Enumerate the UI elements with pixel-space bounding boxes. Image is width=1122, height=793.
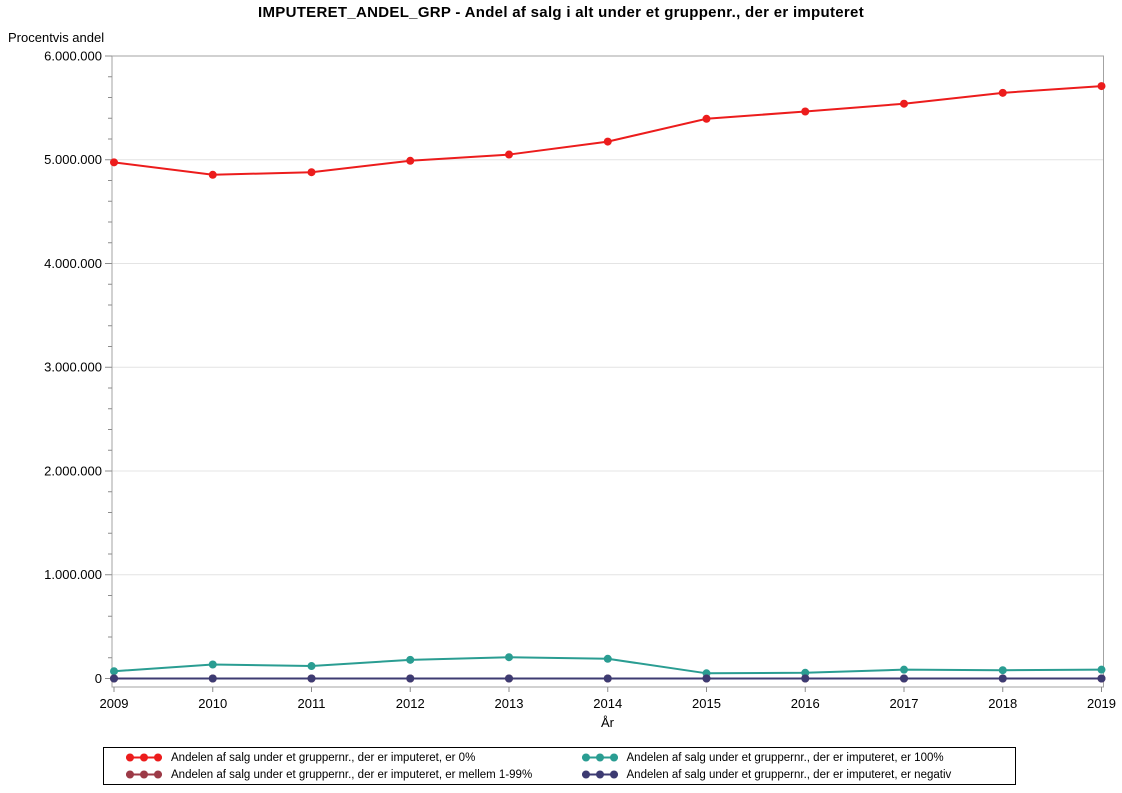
x-axis-title: År — [601, 715, 614, 730]
svg-text:2010: 2010 — [198, 696, 227, 711]
svg-text:2019: 2019 — [1087, 696, 1116, 711]
y-axis-title: Procentvis andel — [8, 30, 105, 45]
svg-text:2017: 2017 — [890, 696, 919, 711]
legend: Andelen af salg under et gruppernr., der… — [103, 747, 1016, 785]
legend-item-negativ: Andelen af salg under et gruppernr., der… — [560, 767, 1016, 783]
legend-marker-icon — [581, 770, 618, 779]
svg-text:0: 0 — [95, 671, 102, 686]
svg-text:2009: 2009 — [100, 696, 129, 711]
svg-text:6.000.000: 6.000.000 — [44, 49, 102, 64]
legend-label: Andelen af salg under et gruppernr., der… — [626, 768, 952, 781]
legend-item-er-0pct: Andelen af salg under et gruppernr., der… — [104, 750, 560, 766]
svg-text:3.000.000: 3.000.000 — [44, 360, 102, 375]
legend-label: Andelen af salg under et gruppernr., der… — [626, 751, 944, 764]
svg-text:1.000.000: 1.000.000 — [44, 567, 102, 582]
legend-item-mellem-1-99pct: Andelen af salg under et gruppernr., der… — [104, 767, 560, 783]
svg-text:2012: 2012 — [396, 696, 425, 711]
svg-text:5.000.000: 5.000.000 — [44, 152, 102, 167]
legend-label: Andelen af salg under et gruppernr., der… — [171, 768, 533, 781]
legend-marker-icon — [581, 753, 618, 762]
svg-text:2.000.000: 2.000.000 — [44, 463, 102, 478]
legend-marker-icon — [126, 753, 162, 762]
legend-label: Andelen af salg under et gruppernr., der… — [171, 751, 476, 764]
svg-text:2016: 2016 — [791, 696, 820, 711]
svg-text:2013: 2013 — [495, 696, 524, 711]
svg-text:2015: 2015 — [692, 696, 721, 711]
svg-text:4.000.000: 4.000.000 — [44, 256, 102, 271]
svg-text:2018: 2018 — [988, 696, 1017, 711]
chart-title: IMPUTERET_ANDEL_GRP - Andel af salg i al… — [258, 4, 864, 21]
legend-marker-icon — [126, 770, 162, 779]
legend-item-er-100pct: Andelen af salg under et gruppernr., der… — [560, 750, 1016, 766]
svg-text:2014: 2014 — [593, 696, 622, 711]
svg-text:2011: 2011 — [298, 696, 326, 711]
